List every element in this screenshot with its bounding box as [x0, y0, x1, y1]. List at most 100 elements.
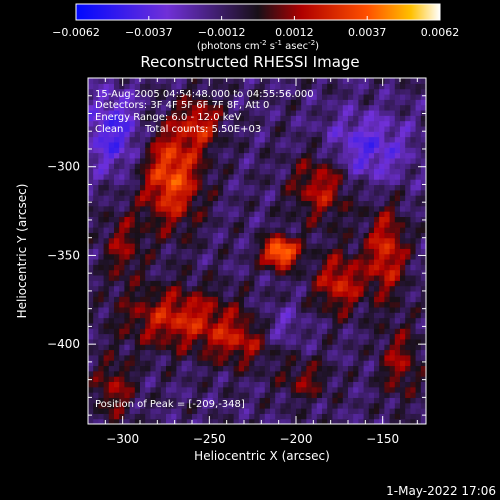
heatmap-cell	[129, 360, 136, 367]
heatmap-cell	[134, 237, 141, 244]
heatmap-cell	[311, 402, 318, 409]
heatmap-cell	[394, 386, 401, 393]
heatmap-cell	[124, 184, 131, 191]
heatmap-cell	[186, 397, 193, 404]
heatmap-cell	[410, 216, 417, 223]
heatmap-cell	[119, 397, 125, 404]
heatmap-cell	[207, 243, 214, 249]
heatmap-cell	[322, 179, 328, 186]
heatmap-cell	[389, 184, 396, 191]
heatmap-cell	[134, 184, 141, 191]
heatmap-cell	[368, 83, 375, 90]
heatmap-cell	[114, 189, 120, 196]
heatmap-cell	[155, 227, 162, 233]
heatmap-cell	[212, 157, 219, 164]
heatmap-cell	[337, 408, 344, 414]
heatmap-cell	[192, 115, 198, 122]
heatmap-cell	[353, 354, 359, 361]
heatmap-cell	[249, 392, 255, 398]
heatmap-cell	[353, 136, 359, 143]
heatmap-cell	[207, 152, 214, 159]
heatmap-cell	[140, 402, 146, 409]
heatmap-cell	[337, 333, 344, 340]
heatmap-cell	[389, 237, 396, 244]
heatmap-cell	[332, 418, 339, 424]
heatmap-cell	[233, 381, 240, 388]
heatmap-cell	[223, 99, 229, 106]
heatmap-cell	[384, 290, 391, 297]
heatmap-cell	[342, 402, 349, 409]
heatmap-cell	[98, 274, 105, 281]
heatmap-cell	[223, 344, 229, 351]
heatmap-cell	[254, 136, 261, 143]
heatmap-cell	[353, 120, 359, 127]
heatmap-cell	[285, 136, 292, 143]
heatmap-cell	[296, 285, 302, 292]
heatmap-cell	[322, 243, 328, 249]
heatmap-cell	[280, 78, 287, 84]
heatmap-cell	[150, 274, 157, 281]
heatmap-cell	[322, 376, 328, 383]
heatmap-cell	[103, 285, 110, 292]
heatmap-cell	[400, 354, 406, 361]
heatmap-cell	[124, 296, 131, 303]
heatmap-cell	[275, 179, 281, 186]
heatmap-cell	[212, 392, 219, 398]
heatmap-cell	[415, 163, 422, 170]
heatmap-cell	[342, 322, 349, 329]
heatmap-cell	[233, 179, 240, 186]
heatmap-cell	[316, 397, 323, 404]
heatmap-cell	[363, 322, 370, 329]
heatmap-cell	[145, 306, 151, 313]
heatmap-cell	[254, 216, 261, 223]
heatmap-cell	[405, 418, 411, 424]
heatmap-cell	[296, 376, 302, 383]
heatmap-cell	[140, 88, 146, 95]
heatmap-cell	[306, 333, 313, 340]
heatmap-cell	[176, 301, 183, 308]
heatmap-cell	[171, 232, 177, 239]
heatmap-cell	[103, 216, 110, 223]
image-annotations: 15-Aug-2005 04:54:48.000 to 04:55:56.000…	[95, 89, 314, 410]
heatmap-cell	[155, 205, 162, 212]
heatmap-cell	[275, 157, 281, 164]
heatmap-cell	[207, 221, 214, 228]
heatmap-cell	[311, 99, 318, 106]
heatmap-cell	[280, 408, 287, 414]
heatmap-cell	[394, 258, 401, 265]
heatmap-cell	[129, 200, 136, 207]
heatmap-cell	[296, 179, 302, 186]
heatmap-cell	[270, 163, 276, 170]
heatmap-cell	[207, 184, 214, 191]
heatmap-cell	[160, 274, 167, 281]
heatmap-cell	[337, 413, 344, 420]
colorbar-tick-label: −0.0062	[52, 26, 100, 39]
heatmap-cell	[207, 237, 214, 244]
heatmap-cell	[384, 216, 391, 223]
heatmap-cell	[93, 264, 99, 271]
heatmap-cell	[394, 392, 401, 398]
heatmap-cell	[244, 253, 250, 260]
heatmap-cell	[186, 189, 193, 196]
heatmap-cell	[119, 258, 125, 265]
heatmap-cell	[306, 269, 313, 276]
heatmap-cell	[259, 88, 266, 95]
heatmap-cell	[301, 163, 307, 170]
heatmap-cell	[405, 381, 411, 388]
heatmap-cell	[405, 349, 411, 356]
heatmap-cell	[285, 115, 292, 122]
heatmap-cell	[140, 99, 146, 106]
heatmap-cell	[129, 93, 136, 100]
heatmap-cell	[358, 115, 365, 122]
heatmap-cell	[202, 184, 209, 191]
heatmap-cell	[353, 349, 359, 356]
heatmap-cell	[88, 392, 94, 398]
heatmap-cell	[181, 141, 188, 148]
heatmap-cell	[332, 195, 339, 202]
heatmap-cell	[358, 402, 365, 409]
heatmap-cell	[192, 93, 198, 100]
heatmap-cell	[166, 408, 172, 414]
heatmap-cell	[145, 243, 151, 249]
heatmap-cell	[93, 386, 99, 393]
heatmap-cell	[420, 344, 426, 351]
